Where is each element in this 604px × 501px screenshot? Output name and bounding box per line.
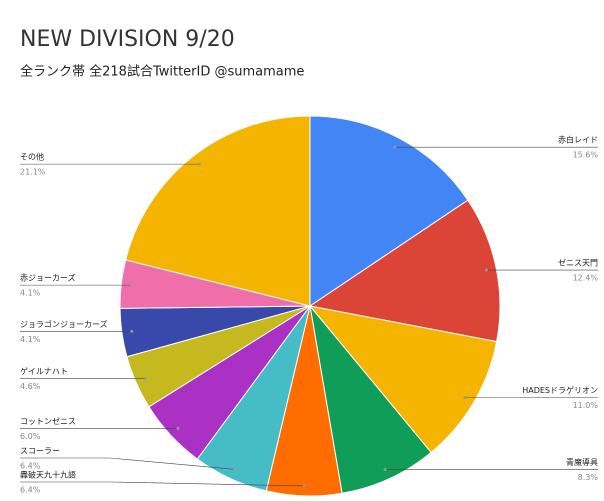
- leader-dot: [383, 468, 387, 472]
- chart-title: NEW DIVISION 9/20: [20, 27, 235, 52]
- slice-label: 青魔導具: [566, 457, 598, 467]
- leader-dot: [463, 396, 467, 400]
- pie-slice: [308, 199, 501, 343]
- pie-slice: [125, 115, 311, 307]
- leader-dot: [130, 329, 134, 333]
- slice-value-label: 6.4%: [20, 462, 41, 471]
- leader-dot: [302, 484, 306, 488]
- slice-label: ジョラゴンジョーカーズ: [20, 319, 108, 329]
- slice-value-label: 12.4%: [573, 274, 599, 283]
- slice-label: ゼニス天門: [558, 258, 598, 268]
- leader-dot: [176, 426, 180, 430]
- leader-dot: [484, 268, 488, 272]
- leader-dot: [143, 377, 147, 381]
- slice-label: スコーラー: [20, 447, 60, 456]
- slice-label: ゲイルナハト: [20, 366, 68, 376]
- leader-line: [20, 457, 235, 470]
- slice-value-label: 8.3%: [578, 473, 599, 482]
- slice-value-label: 21.1%: [20, 168, 46, 177]
- slice-value-label: 4.1%: [20, 289, 41, 298]
- slice-value-label: 11.0%: [573, 401, 599, 410]
- slice-label: 轟破天九十九語: [20, 470, 76, 480]
- slice-label: コットンゼニス: [20, 416, 76, 426]
- chart-subtitle: 全ランク帯 全218試合TwitterID @sumamame: [20, 64, 304, 80]
- slice-label: 赤ジョーカーズ: [20, 273, 76, 283]
- slice-value-label: 15.6%: [573, 151, 599, 160]
- slice-value-label: 4.1%: [20, 335, 41, 344]
- slice-label: HADESドラゲリオン: [522, 385, 598, 395]
- leader-dot: [197, 162, 201, 166]
- leader-dot: [232, 467, 236, 471]
- pie-slice: [308, 305, 498, 454]
- pie-slice: [309, 304, 432, 494]
- slice-value-label: 6.4%: [20, 486, 41, 495]
- pie-slice: [309, 115, 469, 307]
- slice-label: その他: [20, 152, 44, 162]
- slice-value-label: 4.6%: [20, 382, 41, 391]
- slice-label: 赤白レイド: [558, 135, 598, 145]
- slice-value-label: 6.0%: [20, 432, 41, 441]
- leader-dot: [393, 145, 397, 149]
- leader-line: [20, 481, 305, 487]
- leader-dot: [129, 283, 133, 287]
